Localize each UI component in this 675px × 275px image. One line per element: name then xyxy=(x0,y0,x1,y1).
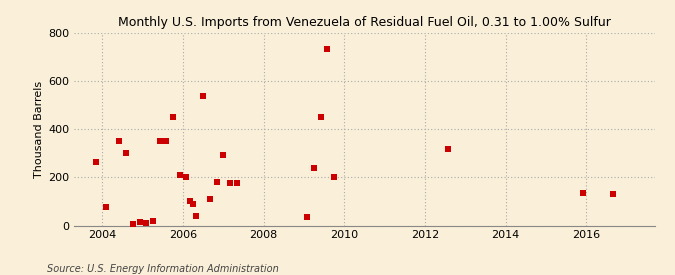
Point xyxy=(211,180,222,184)
Point xyxy=(218,152,229,157)
Point xyxy=(205,197,215,201)
Point xyxy=(155,139,165,144)
Point xyxy=(188,202,198,206)
Point xyxy=(174,173,185,177)
Point xyxy=(120,151,131,155)
Point xyxy=(302,215,313,219)
Point xyxy=(308,166,319,170)
Point xyxy=(225,181,236,186)
Point xyxy=(232,181,242,186)
Point xyxy=(316,115,327,119)
Point xyxy=(114,139,125,144)
Point xyxy=(578,191,589,195)
Point xyxy=(329,175,340,180)
Title: Monthly U.S. Imports from Venezuela of Residual Fuel Oil, 0.31 to 1.00% Sulfur: Monthly U.S. Imports from Venezuela of R… xyxy=(118,16,611,29)
Point xyxy=(101,205,111,210)
Point xyxy=(90,160,101,165)
Text: Source: U.S. Energy Information Administration: Source: U.S. Energy Information Administ… xyxy=(47,264,279,274)
Y-axis label: Thousand Barrels: Thousand Barrels xyxy=(34,81,44,178)
Point xyxy=(128,222,138,227)
Point xyxy=(140,221,151,225)
Point xyxy=(184,199,195,204)
Point xyxy=(443,146,454,151)
Point xyxy=(134,220,145,224)
Point xyxy=(608,192,618,196)
Point xyxy=(322,46,333,51)
Point xyxy=(198,94,209,98)
Point xyxy=(167,115,178,119)
Point xyxy=(147,218,158,223)
Point xyxy=(161,139,171,144)
Point xyxy=(191,214,202,218)
Point xyxy=(181,175,192,180)
